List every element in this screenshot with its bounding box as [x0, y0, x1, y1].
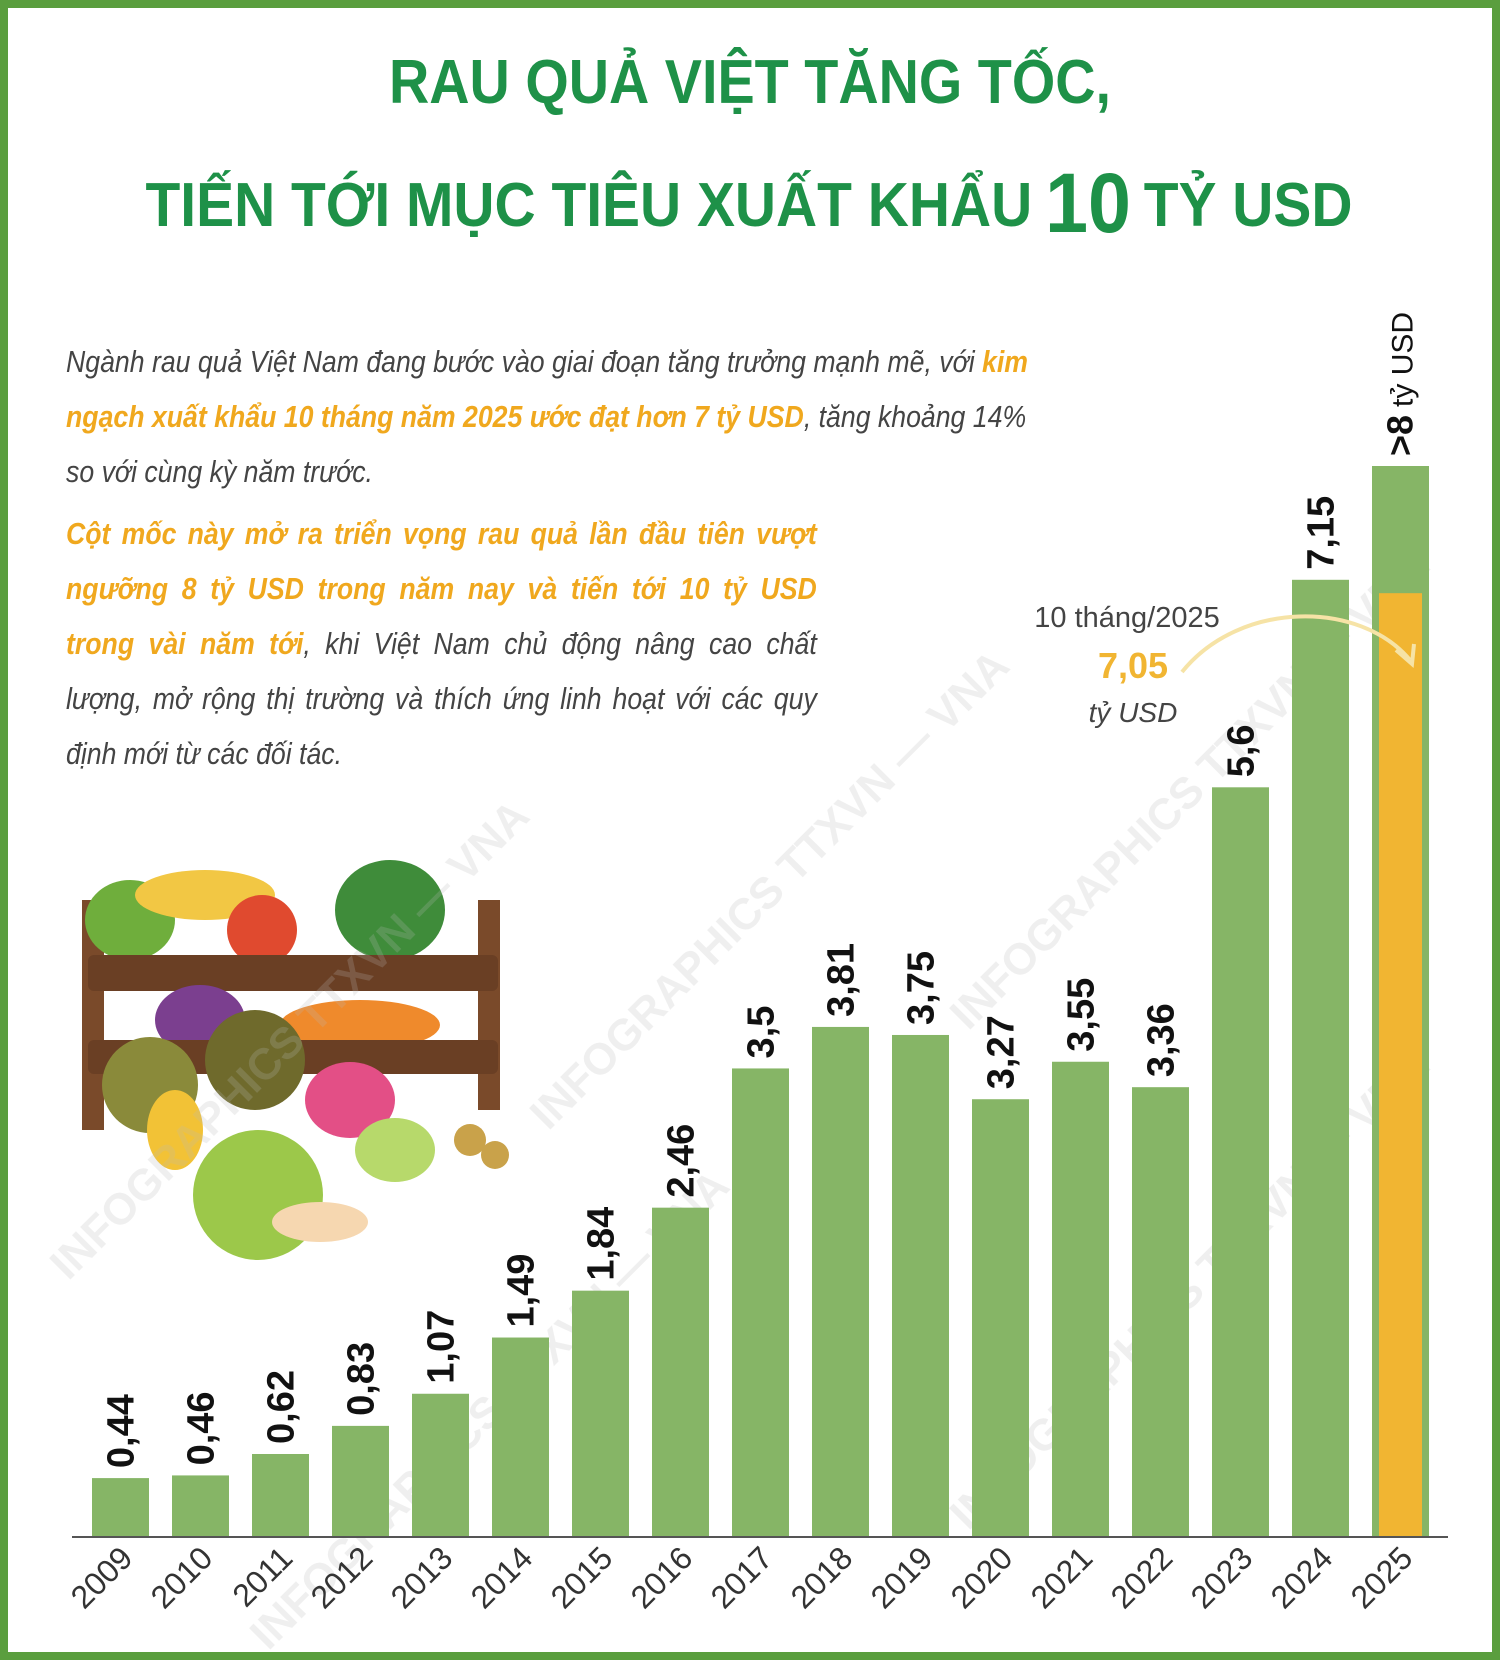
bar	[652, 1207, 709, 1537]
value-label-text: >8	[1380, 415, 1421, 456]
bar	[732, 1068, 789, 1537]
title-text: TỶ USD	[1144, 171, 1353, 240]
title-emphasis: 10	[1045, 156, 1131, 250]
title-text: RAU QUẢ VIỆT TĂNG TỐC,	[389, 48, 1111, 117]
intro-paragraph: Ngành rau quả Việt Nam đang bước vào gia…	[66, 334, 1031, 499]
x-tick-label: 2015	[544, 1539, 620, 1615]
value-label: 3,36	[1141, 1003, 1183, 1077]
partial-bar	[1379, 593, 1422, 1537]
annotation-unit: tỷ USD	[1089, 697, 1178, 728]
bar	[172, 1475, 229, 1537]
x-tick-label: 2010	[144, 1539, 220, 1615]
value-label: 3,5	[741, 1006, 783, 1059]
x-tick-label: 2024	[1264, 1539, 1340, 1615]
x-tick-label: 2014	[464, 1539, 540, 1615]
bar	[1132, 1087, 1189, 1537]
bar	[492, 1337, 549, 1537]
intro-text: , tăng khoảng 14% so với cùng kỳ năm trư…	[66, 399, 1027, 489]
highlight-text: kim ngạch xuất khẩu 10 tháng năm 2025 ướ…	[66, 344, 1028, 434]
x-tick-label: 2009	[64, 1539, 140, 1615]
value-label: 1,49	[501, 1254, 543, 1328]
title: RAU QUẢ VIỆT TĂNG TỐC,	[389, 48, 1111, 117]
value-label: 1,84	[581, 1207, 623, 1281]
annotation-arrowhead	[1394, 643, 1416, 669]
bar	[892, 1034, 949, 1537]
value-label: 3,75	[901, 951, 943, 1025]
x-tick-label: 2018	[784, 1539, 860, 1615]
x-tick-label: 2020	[944, 1539, 1020, 1615]
bar	[252, 1453, 309, 1537]
intro-text: Ngành rau quả Việt Nam đang bước vào gia…	[66, 344, 975, 379]
x-tick-label: 2021	[1024, 1539, 1100, 1615]
x-tick-label: 2023	[1184, 1539, 1260, 1615]
value-label: 5,6	[1221, 724, 1263, 777]
value-label: 3,55	[1061, 978, 1103, 1052]
bar	[1052, 1061, 1109, 1537]
value-label: 3,27	[981, 1015, 1023, 1089]
title-text: TIẾN TỚI MỤC TIÊU XUẤT KHẨU	[146, 171, 1033, 240]
x-tick-label: 2013	[384, 1539, 460, 1615]
fruit-illustration	[82, 860, 509, 1260]
bar	[92, 1478, 149, 1537]
value-label: 0,46	[181, 1391, 223, 1465]
value-label: 1,07	[421, 1310, 463, 1384]
x-tick-label: 2019	[864, 1539, 940, 1615]
x-tick-label: 2016	[624, 1539, 700, 1615]
bar	[332, 1425, 389, 1537]
value-label: 0,62	[261, 1370, 303, 1444]
value-label: >8 tỷ USD	[1380, 312, 1421, 456]
bar	[412, 1393, 469, 1537]
value-label: 2,46	[661, 1124, 703, 1198]
bar	[972, 1099, 1029, 1537]
highlight-text: Cột mốc này mở ra triển vọng rau quả lần…	[66, 516, 817, 661]
bar	[1292, 579, 1349, 1537]
value-label: 0,83	[341, 1342, 383, 1416]
annotation-label: 10 tháng/2025	[1034, 602, 1219, 634]
intro-text: , khi Việt Nam chủ động nâng cao chất lư…	[66, 626, 817, 771]
bar	[572, 1290, 629, 1537]
title: TIẾN TỚI MỤC TIÊU XUẤT KHẨU10TỶ USD	[146, 156, 1353, 250]
unit-label: tỷ USD	[1387, 312, 1420, 407]
x-tick-label: 2025	[1344, 1539, 1420, 1615]
intro-paragraph: Cột mốc này mở ra triển vọng rau quả lần…	[66, 506, 817, 781]
bar	[812, 1026, 869, 1537]
value-label: 3,81	[821, 943, 863, 1017]
value-label: 0,44	[101, 1394, 143, 1468]
annotation-arrow	[1180, 614, 1412, 674]
x-tick-label: 2022	[1104, 1539, 1180, 1615]
x-tick-label: 2017	[704, 1539, 780, 1615]
bar	[1212, 787, 1269, 1537]
annotation-value: 7,05	[1098, 645, 1168, 686]
value-label: 7,15	[1301, 496, 1343, 570]
